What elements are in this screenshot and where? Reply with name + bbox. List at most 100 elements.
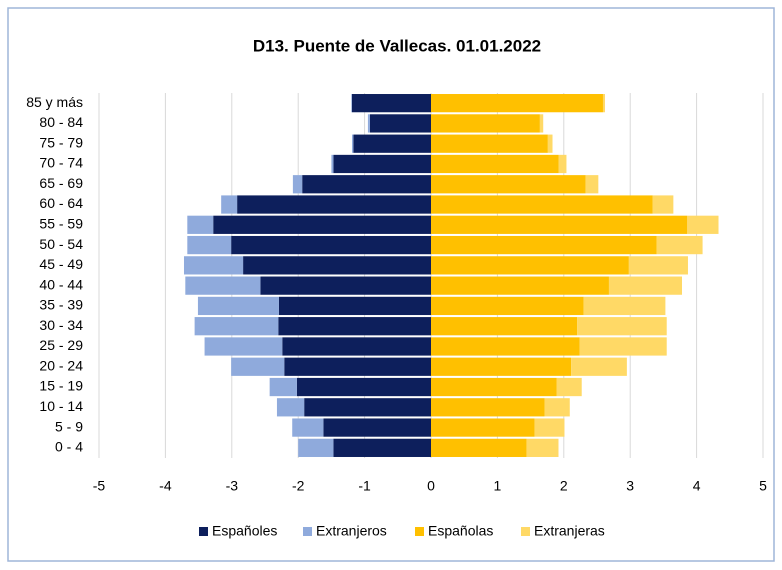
bar xyxy=(656,235,703,255)
legend-swatch xyxy=(521,527,530,536)
bar xyxy=(652,195,674,214)
x-tick-label: -2 xyxy=(292,478,305,494)
bar xyxy=(213,215,431,234)
y-tick-label: 20 - 24 xyxy=(39,357,83,373)
bar xyxy=(304,398,431,417)
bar xyxy=(282,337,431,356)
legend-label: Españolas xyxy=(428,523,493,539)
bar xyxy=(278,317,431,336)
y-tick-label: 75 - 79 xyxy=(39,134,83,150)
bar xyxy=(431,438,527,457)
y-tick-label: 45 - 49 xyxy=(39,256,83,272)
bar xyxy=(331,154,334,174)
bar xyxy=(183,256,244,275)
bar xyxy=(431,337,580,356)
legend-swatch xyxy=(199,527,208,536)
bar xyxy=(431,114,540,133)
x-tick-label: -1 xyxy=(358,478,371,494)
bar xyxy=(351,94,431,113)
bar xyxy=(351,94,352,113)
bar xyxy=(431,215,688,234)
bar xyxy=(369,114,431,133)
bar xyxy=(431,377,557,397)
bar xyxy=(526,438,559,457)
bar xyxy=(367,114,370,133)
chart-title: D13. Puente de Vallecas. 01.01.2022 xyxy=(253,36,541,55)
y-tick-label: 30 - 34 xyxy=(39,317,83,333)
bar xyxy=(333,154,431,174)
x-tick-label: -5 xyxy=(93,478,106,494)
bar xyxy=(231,357,285,376)
y-tick-label: 50 - 54 xyxy=(39,236,83,252)
bar xyxy=(353,134,431,153)
y-tick-label: 80 - 84 xyxy=(39,114,83,130)
bar xyxy=(544,398,570,417)
bar xyxy=(547,134,553,153)
y-tick-label: 55 - 59 xyxy=(39,216,83,232)
y-tick-label: 85 y más xyxy=(26,94,83,110)
bar xyxy=(243,256,431,275)
bar xyxy=(539,114,544,133)
bar xyxy=(185,276,261,295)
bar xyxy=(431,175,586,194)
bar xyxy=(292,418,324,437)
y-tick-label: 10 - 14 xyxy=(39,398,83,414)
bar xyxy=(431,256,629,275)
bar xyxy=(558,154,567,174)
bar xyxy=(431,195,653,214)
bar xyxy=(221,195,238,214)
bar xyxy=(602,94,605,113)
bar xyxy=(431,235,657,255)
bar xyxy=(431,296,584,316)
bar xyxy=(431,94,603,113)
bar xyxy=(237,195,431,214)
bar xyxy=(187,235,232,255)
bar xyxy=(194,317,279,336)
bar xyxy=(579,337,667,356)
y-tick-label: 40 - 44 xyxy=(39,276,83,292)
bar xyxy=(608,276,682,295)
x-tick-label: -4 xyxy=(159,478,172,494)
x-tick-label: 2 xyxy=(560,478,568,494)
legend-swatch xyxy=(303,527,312,536)
legend-label: Extranjeros xyxy=(316,523,387,539)
bar xyxy=(534,418,565,437)
bar xyxy=(269,377,297,397)
bar xyxy=(351,134,354,153)
bar xyxy=(292,175,303,194)
x-tick-label: 4 xyxy=(693,478,701,494)
bar xyxy=(431,398,545,417)
bar xyxy=(204,337,283,356)
y-tick-label: 65 - 69 xyxy=(39,175,83,191)
bar xyxy=(431,317,578,336)
bar xyxy=(298,438,334,457)
bar xyxy=(333,438,431,457)
bar xyxy=(231,235,431,255)
y-tick-label: 15 - 19 xyxy=(39,378,83,394)
bar xyxy=(583,296,666,316)
bar xyxy=(260,276,431,295)
bar xyxy=(278,296,431,316)
bar xyxy=(284,357,431,376)
bar xyxy=(431,357,572,376)
x-tick-label: -3 xyxy=(226,478,239,494)
x-tick-label: 1 xyxy=(494,478,502,494)
y-tick-label: 70 - 74 xyxy=(39,155,83,171)
y-tick-label: 5 - 9 xyxy=(55,418,83,434)
bar xyxy=(571,357,627,376)
bar xyxy=(431,276,609,295)
legend-swatch xyxy=(415,527,424,536)
bar xyxy=(431,154,559,174)
bar xyxy=(276,398,305,417)
bar xyxy=(431,418,535,437)
legend-label: Españoles xyxy=(212,523,277,539)
y-tick-label: 0 - 4 xyxy=(55,439,83,455)
legend-label: Extranjeras xyxy=(534,523,605,539)
bar xyxy=(431,134,548,153)
bar xyxy=(687,215,719,234)
y-tick-label: 60 - 64 xyxy=(39,195,83,211)
bar xyxy=(628,256,688,275)
bar xyxy=(577,317,667,336)
bar xyxy=(302,175,431,194)
